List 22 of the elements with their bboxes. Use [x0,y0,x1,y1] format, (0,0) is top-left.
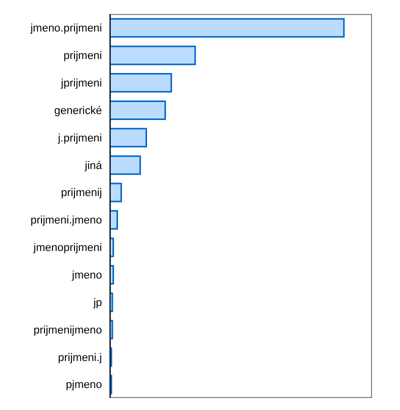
y-tick-label: jmenoprijmeni [32,242,102,254]
y-tick-label: prijmeni [63,50,102,62]
y-tick-label: jmeno.prijmeni [29,22,102,35]
y-tick-label: jiná [84,160,103,172]
y-tick-label: prijmeni.j [58,352,102,364]
y-tick-label: prijmenij [61,187,102,200]
y-tick-label: prijmeni.jmeno [30,214,102,227]
bar [110,155,141,175]
y-tick-label: j.prijmeni [56,132,102,144]
bar [110,18,345,38]
bar [110,128,148,148]
y-tick-label: generické [54,104,102,117]
bar [110,182,122,202]
bar [110,210,118,230]
y-tick-label: prijmenijmeno [34,324,102,336]
y-tick-label: jp [92,296,102,309]
bar [110,73,172,93]
bar [110,100,166,120]
y-tick-label: pjmeno [66,379,102,392]
bar [110,46,196,66]
y-tick-label: jprijmeni [60,77,102,90]
y-tick-label: jmeno [71,269,102,282]
